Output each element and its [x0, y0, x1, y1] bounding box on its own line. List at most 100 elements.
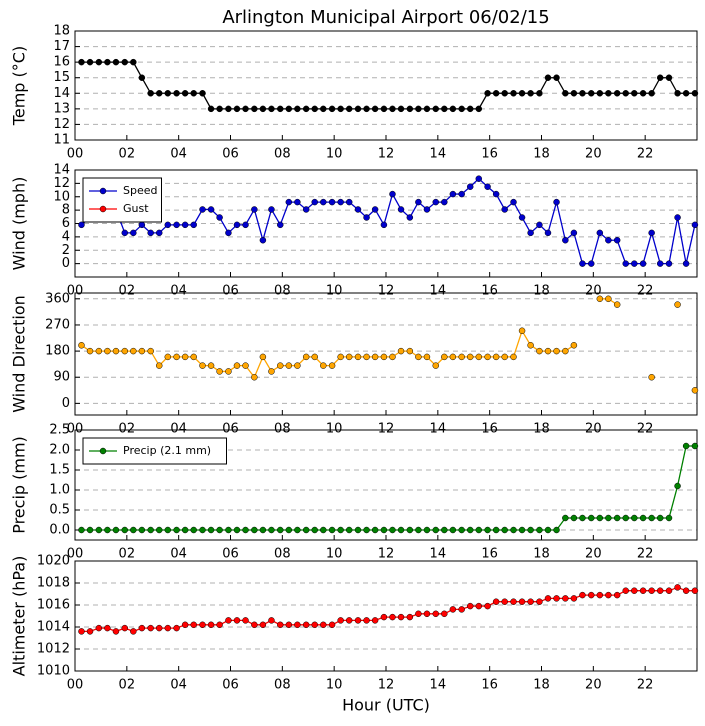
data-point	[466, 353, 474, 361]
data-point	[458, 526, 465, 534]
data-point	[251, 206, 258, 213]
data-point	[121, 229, 129, 237]
data-point	[441, 198, 448, 206]
x-tick-label: 12	[378, 147, 395, 162]
legend-marker	[99, 447, 107, 455]
data-point	[112, 58, 120, 66]
x-tick-label: 02	[119, 422, 136, 437]
data-point	[199, 621, 206, 629]
data-point	[665, 587, 673, 594]
data-point	[380, 526, 388, 534]
data-point	[337, 526, 344, 534]
data-point	[518, 598, 526, 605]
data-point	[302, 526, 310, 534]
data-point	[328, 526, 336, 534]
data-point	[225, 526, 232, 534]
x-tick-label: 04	[170, 678, 187, 693]
data-point	[285, 198, 293, 206]
data-point	[518, 90, 526, 97]
x-tick-label: 00	[67, 147, 84, 162]
data-point	[320, 198, 327, 206]
data-point	[562, 236, 569, 244]
data-point	[588, 260, 595, 267]
data-point	[199, 526, 206, 534]
y-tick-label: 2.5	[49, 423, 70, 438]
data-point	[544, 347, 552, 355]
data-point	[639, 514, 647, 522]
data-point	[242, 526, 249, 534]
data-point	[86, 526, 94, 534]
data-point	[380, 353, 388, 361]
data-point	[449, 190, 457, 198]
x-tick-label: 08	[274, 147, 291, 162]
data-point	[104, 347, 111, 355]
x-tick-label: 08	[274, 422, 291, 437]
data-point	[484, 526, 491, 534]
data-point	[190, 621, 197, 629]
data-point	[423, 105, 431, 113]
y-tick-label: 180	[45, 344, 70, 359]
data-point	[449, 353, 457, 361]
data-point	[199, 206, 206, 213]
data-point	[320, 105, 327, 113]
data-point	[406, 526, 414, 534]
data-point	[285, 526, 293, 534]
y-tick-label: 12	[53, 117, 70, 132]
y-axis-label: Wind (mph)	[10, 177, 29, 271]
data-point	[389, 190, 396, 198]
data-point	[518, 214, 526, 221]
data-point	[389, 105, 396, 113]
y-tick-label: 11	[53, 133, 70, 148]
data-point	[207, 526, 215, 534]
data-point	[130, 628, 137, 635]
data-point	[475, 105, 483, 113]
data-point	[441, 105, 448, 113]
x-tick-label: 10	[326, 422, 343, 437]
y-tick-label: 1010	[37, 664, 70, 679]
data-point	[553, 526, 560, 534]
legend-label: Precip (2.1 mm)	[123, 444, 211, 457]
data-point	[466, 526, 474, 534]
data-point	[432, 526, 440, 534]
data-point	[181, 221, 189, 229]
data-point	[337, 353, 344, 361]
x-tick-label: 20	[585, 678, 602, 693]
data-point	[631, 587, 638, 594]
x-tick-label: 20	[585, 547, 602, 562]
data-point	[406, 613, 414, 621]
data-point	[622, 260, 629, 267]
data-point	[371, 206, 379, 213]
data-point	[415, 610, 422, 618]
data-point	[268, 105, 275, 113]
data-point	[613, 591, 621, 599]
data-point	[363, 526, 370, 534]
data-point	[104, 624, 111, 632]
data-point	[216, 105, 223, 113]
data-point	[225, 229, 232, 237]
data-point	[605, 295, 612, 303]
data-point	[138, 221, 146, 229]
data-point	[233, 221, 241, 229]
data-point	[302, 353, 310, 361]
x-tick-label: 00	[67, 284, 84, 299]
data-point	[691, 221, 699, 229]
legend-marker	[99, 187, 107, 195]
data-point	[648, 514, 655, 522]
data-point	[553, 74, 560, 81]
data-point	[337, 105, 344, 113]
data-point	[665, 260, 673, 267]
data-point	[397, 613, 405, 621]
data-point	[674, 214, 681, 221]
data-point	[674, 301, 681, 308]
data-point	[311, 526, 318, 534]
data-point	[302, 105, 310, 113]
data-point	[510, 526, 517, 534]
data-point	[648, 90, 655, 97]
data-point	[155, 526, 163, 534]
data-point	[345, 105, 353, 113]
data-point	[536, 347, 543, 355]
data-point	[484, 353, 491, 361]
data-point	[147, 526, 154, 534]
y-axis-label: Temp (°C)	[10, 46, 29, 126]
